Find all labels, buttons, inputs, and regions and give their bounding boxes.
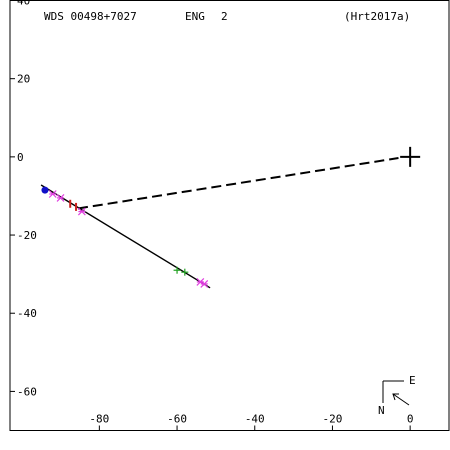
y-tick-label: 40 (17, 0, 30, 8)
x-tick-label: -20 (323, 413, 343, 426)
series (40, 146, 421, 289)
plot-frame (9, 0, 450, 431)
compass-north-label: N (378, 404, 385, 417)
x-tick-label: -80 (89, 413, 109, 426)
x-tick-label: -60 (167, 413, 187, 426)
y-tick-label: 0 (17, 151, 24, 164)
y-tick-label: -40 (17, 307, 37, 320)
axes: -80 -60 -40 -20 0 40 20 0 -20 -40 -60 (10, 0, 413, 431)
y-tick-label: -60 (17, 385, 37, 398)
y-tick-label: 20 (17, 73, 30, 86)
x-tick-label: -40 (245, 413, 265, 426)
header-system: WDS 00498+7027 (44, 10, 137, 23)
compass-east-label: E (409, 374, 416, 387)
header-number: 2 (221, 10, 228, 23)
y-tick-label: -20 (17, 229, 37, 242)
header-catalog: ENG (185, 10, 205, 23)
compass: E N (378, 374, 416, 417)
header-reference: (Hrt2017a) (344, 10, 410, 23)
x-tick-label: 0 (407, 413, 414, 426)
first-observation-dot (41, 186, 49, 194)
connector-line (77, 157, 399, 210)
motion-arrow-head (392, 393, 399, 401)
motion-arrow-shaft (392, 393, 410, 406)
